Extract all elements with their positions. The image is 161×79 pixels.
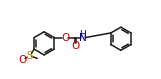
Text: O: O <box>61 33 69 43</box>
Text: O: O <box>18 55 27 65</box>
Text: N: N <box>79 33 87 43</box>
Text: O: O <box>71 41 79 51</box>
Text: S: S <box>26 51 33 61</box>
Text: H: H <box>80 30 86 39</box>
